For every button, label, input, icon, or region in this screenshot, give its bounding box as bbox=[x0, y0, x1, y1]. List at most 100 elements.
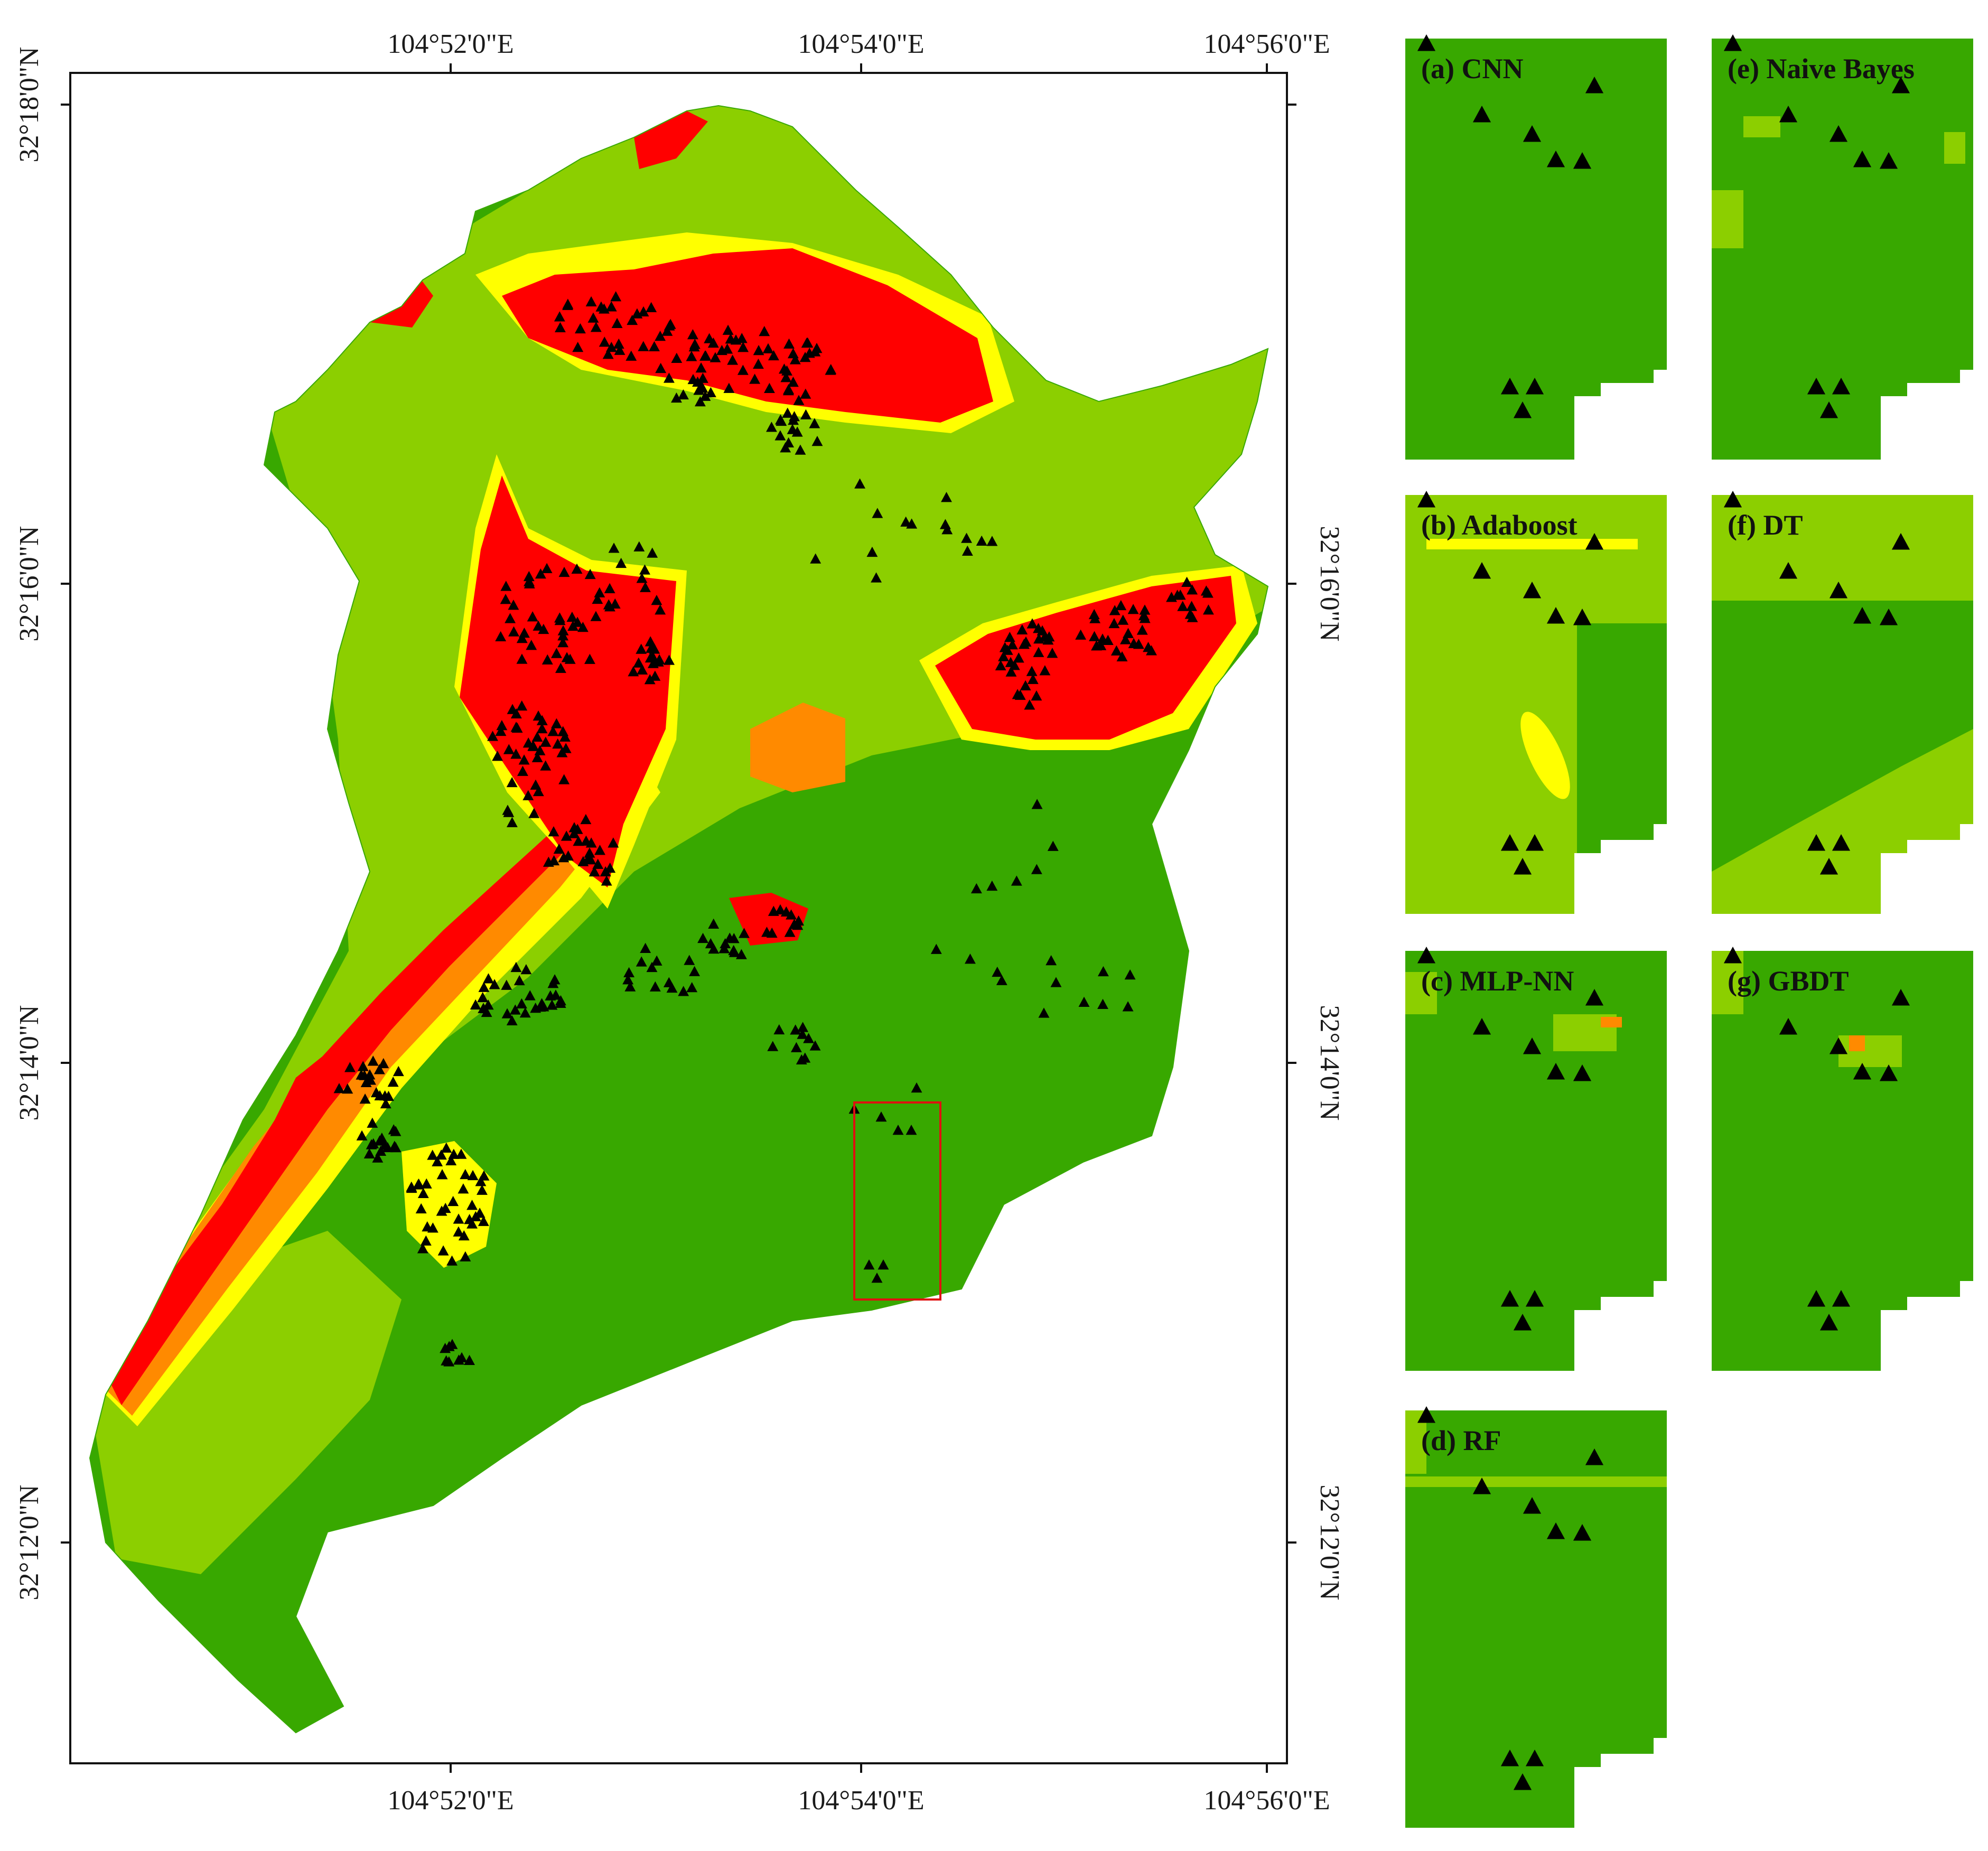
landslide-point-icon bbox=[638, 341, 649, 351]
panel-dt-low-zone bbox=[1712, 729, 1973, 914]
landslide-point-icon bbox=[1117, 614, 1129, 625]
landslide-point-icon bbox=[1585, 1448, 1604, 1465]
landslide-point-icon bbox=[809, 418, 820, 428]
zone-low-southwest bbox=[90, 1231, 402, 1574]
landslide-point-icon bbox=[1031, 690, 1042, 701]
landslide-point-icon bbox=[500, 581, 512, 591]
landslide-point-icon bbox=[1523, 125, 1542, 142]
landslide-point-icon bbox=[800, 388, 811, 399]
landslide-point-icon bbox=[1088, 609, 1100, 620]
right-axis-label-1: 32°16'0"N bbox=[1314, 526, 1345, 642]
landslide-point-icon bbox=[811, 342, 823, 353]
landslide-point-icon bbox=[470, 999, 481, 1010]
landslide-point-icon bbox=[406, 1182, 417, 1193]
landslide-point-icon bbox=[1033, 623, 1044, 633]
landslide-point-icon bbox=[783, 437, 795, 448]
landslide-point-icon bbox=[467, 1170, 479, 1181]
landslide-point-icon bbox=[1011, 875, 1022, 886]
landslide-point-icon bbox=[640, 582, 651, 592]
landslide-point-icon bbox=[557, 625, 569, 635]
landslide-point-icon bbox=[1585, 989, 1604, 1006]
landslide-point-icon bbox=[458, 1230, 470, 1241]
landslide-point-icon bbox=[1108, 618, 1120, 629]
landslide-point-icon bbox=[783, 384, 795, 395]
landslide-point-icon bbox=[568, 828, 580, 838]
landslide-point-icon bbox=[550, 648, 562, 658]
landslide-point-icon bbox=[555, 662, 566, 673]
landslide-point-icon bbox=[1146, 645, 1157, 656]
landslide-point-icon bbox=[728, 933, 740, 943]
landslide-point-icon bbox=[1573, 1524, 1592, 1541]
landslide-point-icon bbox=[639, 564, 650, 575]
landslide-point-icon bbox=[483, 973, 494, 984]
landslide-point-icon bbox=[783, 338, 795, 349]
landslide-point-icon bbox=[1009, 660, 1020, 670]
landslide-point-icon bbox=[510, 749, 522, 759]
left-axis-label-4: 32°12'0"N bbox=[14, 1485, 44, 1601]
landslide-point-icon bbox=[533, 620, 544, 631]
landslide-point-icon bbox=[720, 938, 731, 949]
landslide-point-icon bbox=[374, 1135, 386, 1146]
panel-gbdt: (g) GBDT bbox=[1712, 947, 1973, 1371]
landslide-point-icon bbox=[790, 1024, 801, 1035]
landslide-point-icon bbox=[773, 1024, 785, 1035]
landslide-point-icon bbox=[738, 342, 749, 352]
landslide-point-icon bbox=[526, 640, 537, 650]
landslide-point-icon bbox=[1115, 600, 1127, 611]
landslide-point-icon bbox=[694, 396, 706, 407]
landslide-point-icon bbox=[568, 822, 580, 833]
landslide-point-icon bbox=[996, 975, 1007, 985]
landslide-point-icon bbox=[762, 343, 774, 353]
landslide-point-icon bbox=[1832, 1290, 1851, 1307]
landslide-point-icon bbox=[536, 998, 548, 1008]
landslide-point-icon bbox=[580, 814, 592, 825]
landslide-point-icon bbox=[559, 731, 571, 742]
landslide-point-icon bbox=[1050, 977, 1062, 987]
landslide-point-icon bbox=[1097, 633, 1108, 644]
landslide-point-icon bbox=[992, 966, 1003, 977]
landslide-point-icon bbox=[1472, 1018, 1491, 1035]
landslide-point-icon bbox=[722, 324, 734, 335]
landslide-point-icon bbox=[558, 566, 570, 577]
landslide-point-icon bbox=[707, 337, 719, 348]
landslide-point-icon bbox=[506, 817, 518, 827]
panel-gbdt-area bbox=[1712, 951, 1973, 1371]
landslide-point-icon bbox=[1723, 34, 1742, 51]
landslide-point-icon bbox=[1177, 601, 1189, 611]
landslide-point-icon bbox=[563, 850, 574, 861]
landslide-point-icon bbox=[1573, 1064, 1592, 1081]
landslide-point-icon bbox=[557, 637, 569, 648]
landslide-point-icon bbox=[753, 358, 764, 369]
landslide-point-icon bbox=[638, 306, 649, 317]
landslide-point-icon bbox=[453, 1226, 464, 1237]
top-axis-label-3: 104°56'0"E bbox=[1203, 29, 1330, 59]
landslide-point-icon bbox=[663, 372, 675, 383]
landslide-point-icon bbox=[379, 1090, 391, 1101]
bottom-axis-label-3: 104°56'0"E bbox=[1203, 1785, 1330, 1816]
landslide-point-icon bbox=[1723, 491, 1742, 508]
landslide-point-icon bbox=[1002, 644, 1013, 655]
landslide-point-icon bbox=[342, 1083, 353, 1094]
landslide-point-icon bbox=[1013, 652, 1024, 663]
landslide-point-icon bbox=[797, 1029, 808, 1039]
landslide-point-icon bbox=[1139, 604, 1151, 615]
landslide-point-icon bbox=[763, 382, 775, 393]
landslide-point-icon bbox=[871, 1273, 883, 1283]
landslide-point-icon bbox=[1417, 1406, 1436, 1423]
landslide-point-icon bbox=[1026, 618, 1038, 629]
susceptibility-zones bbox=[90, 106, 1268, 1733]
landslide-point-icon bbox=[624, 981, 636, 992]
landslide-point-icon bbox=[708, 918, 720, 929]
landslide-point-icon bbox=[517, 765, 528, 776]
landslide-point-icon bbox=[670, 392, 682, 403]
landslide-point-icon bbox=[810, 553, 822, 564]
landslide-point-icon bbox=[1109, 605, 1121, 615]
landslide-point-icon bbox=[562, 300, 573, 310]
landslide-point-icon bbox=[421, 1178, 432, 1189]
panel-dt-low-top bbox=[1712, 495, 1973, 601]
landslide-point-icon bbox=[995, 660, 1006, 670]
landslide-point-icon bbox=[1047, 648, 1058, 658]
landslide-point-icon bbox=[784, 927, 796, 937]
bottom-axis-label-1: 104°52'0"E bbox=[387, 1785, 514, 1816]
landslide-point-icon bbox=[964, 953, 976, 964]
